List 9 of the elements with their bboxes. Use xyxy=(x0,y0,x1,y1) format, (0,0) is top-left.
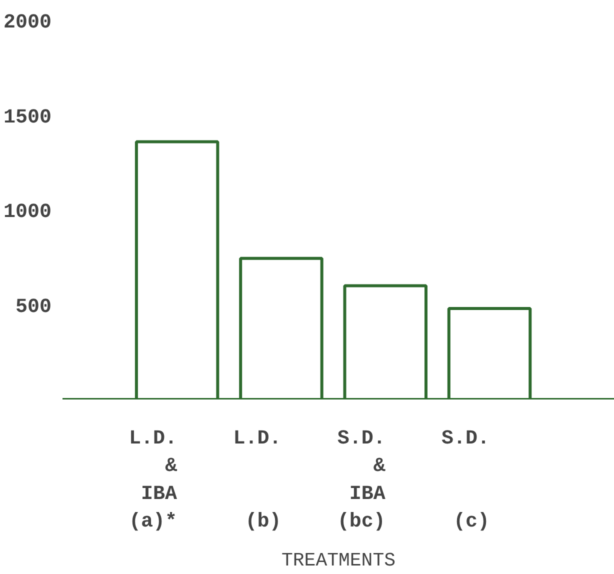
x-axis-title: TREATMENTS xyxy=(281,549,396,572)
y-tick-label: 2000 xyxy=(3,12,52,34)
x-tick-label: L.D. & IBA (a)* xyxy=(129,428,178,534)
y-tick-label: 1500 xyxy=(3,106,52,130)
y-tick-label: 500 xyxy=(15,296,52,319)
y-tick-label: 1000 xyxy=(3,201,52,224)
x-tick-label: S.D. & IBA (bc) xyxy=(337,428,386,534)
category-label: L.D. (b) xyxy=(233,428,282,534)
category-label: S.D. (c) xyxy=(442,428,490,534)
